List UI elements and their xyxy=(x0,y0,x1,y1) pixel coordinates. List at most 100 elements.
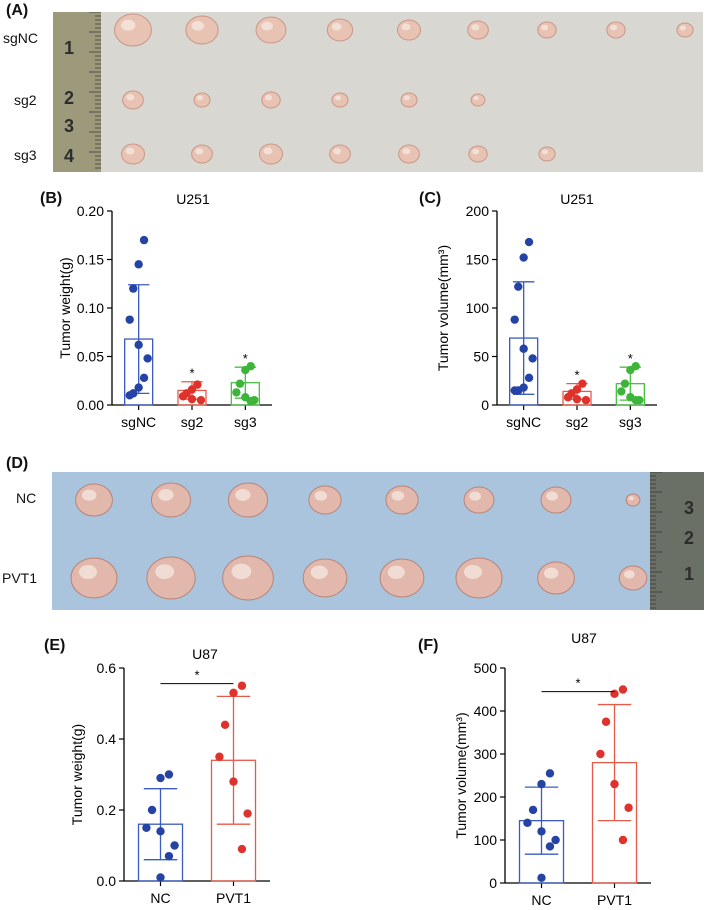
tumor-highlight xyxy=(469,491,481,501)
data-point xyxy=(143,354,152,363)
tumor-highlight xyxy=(464,565,482,579)
data-point xyxy=(147,805,157,815)
x-tick-label: NC xyxy=(150,890,170,906)
tumor-highlight xyxy=(235,488,251,501)
y-tick-label: 0.6 xyxy=(97,660,117,676)
panel-label-f: (F) xyxy=(418,637,439,654)
data-point xyxy=(232,388,241,397)
tumor-highlight xyxy=(546,491,558,501)
x-tick-label: PVT1 xyxy=(216,890,251,906)
y-tick-label: 100 xyxy=(474,832,498,848)
data-point xyxy=(545,769,555,778)
tumor-photo-u251: 1 2 3 4 xyxy=(53,11,703,172)
y-tick-label: 0 xyxy=(489,875,497,891)
tumor-highlight xyxy=(121,19,136,31)
y-axis-label: Tumor volume(mm³) xyxy=(453,712,469,838)
data-point xyxy=(601,717,611,726)
data-point xyxy=(572,394,582,404)
data-point xyxy=(237,844,247,854)
x-tick-label: sg3 xyxy=(619,414,642,430)
y-tick-label: 0.0 xyxy=(97,873,117,889)
data-point xyxy=(510,386,519,395)
data-point xyxy=(537,873,546,883)
y-axis-label: Tumor weight(g) xyxy=(57,257,73,358)
significance-star: * xyxy=(189,366,194,381)
data-point xyxy=(578,379,587,388)
tumor-highlight xyxy=(541,24,549,31)
data-point xyxy=(618,835,628,845)
data-point xyxy=(519,253,528,262)
tumor-highlight xyxy=(158,488,174,501)
data-point xyxy=(617,387,626,396)
data-point xyxy=(524,373,534,383)
significance-star: * xyxy=(574,368,579,383)
tumor-highlight xyxy=(261,21,273,31)
data-point xyxy=(596,749,605,759)
tumor-highlight xyxy=(679,25,687,31)
tumor-photo-u87: 3 2 1 xyxy=(52,471,704,610)
y-tick-label: 0.05 xyxy=(77,349,104,365)
tumor-highlight xyxy=(126,94,135,101)
ruler-number: 4 xyxy=(64,146,74,166)
y-tick-label: 0 xyxy=(481,397,489,413)
ruler-number: 2 xyxy=(64,88,74,108)
y-tick-label: 500 xyxy=(474,660,498,676)
ruler-number: 2 xyxy=(684,528,694,548)
y-axis-label: Tumor weight(g) xyxy=(69,724,85,825)
panel-label-d: (D) xyxy=(6,455,29,472)
ruler xyxy=(650,472,704,610)
data-point xyxy=(537,827,546,836)
x-tick-label: PVT1 xyxy=(597,892,632,908)
x-tick-label: sg3 xyxy=(234,414,257,430)
tumor-highlight xyxy=(265,94,273,101)
tumor-highlight xyxy=(471,24,480,31)
data-point xyxy=(626,365,635,375)
tumor-highlight xyxy=(610,24,618,31)
data-point xyxy=(129,284,138,293)
y-tick-label: 50 xyxy=(473,349,489,365)
tumor-highlight xyxy=(387,565,405,579)
data-point xyxy=(134,340,143,350)
tumor-highlight xyxy=(310,565,328,579)
chart-f: U87 Tumor volume(mm³) 0 100 200 300 400 500 NC PV… xyxy=(453,630,651,908)
tumor-highlight xyxy=(401,23,411,31)
x-tick-label: sg2 xyxy=(566,414,589,430)
data-point xyxy=(125,315,134,324)
data-point xyxy=(631,395,640,405)
chart-title: U87 xyxy=(571,630,597,646)
panel-label-a: (A) xyxy=(6,2,29,19)
x-tick-label: sgNC xyxy=(121,414,156,430)
data-point xyxy=(524,237,534,247)
row-label-sg2: sg2 xyxy=(14,92,37,108)
ruler-number: 1 xyxy=(64,38,74,58)
tumor-highlight xyxy=(79,565,97,579)
tumor-highlight xyxy=(231,563,252,580)
data-point xyxy=(618,685,628,694)
data-point xyxy=(187,394,197,404)
tumor-highlight xyxy=(334,95,342,101)
y-tick-label: 400 xyxy=(474,703,498,719)
data-point xyxy=(510,315,519,324)
tumor-highlight xyxy=(402,148,411,155)
data-point xyxy=(229,777,238,786)
photoD-svg: 3 2 1 xyxy=(52,471,704,610)
tumor-highlight xyxy=(544,567,559,579)
data-point xyxy=(620,379,630,388)
tumor-highlight xyxy=(155,564,175,580)
data-point xyxy=(514,282,523,291)
row-label-pvt1: PVT1 xyxy=(2,570,38,586)
data-point xyxy=(610,779,619,789)
ruler-number: 1 xyxy=(684,564,694,584)
data-point xyxy=(528,805,538,815)
tumor-highlight xyxy=(263,147,273,155)
tumor-highlight xyxy=(195,148,204,155)
significance-star: * xyxy=(628,351,633,366)
y-tick-label: 200 xyxy=(466,203,490,219)
tumor-highlight xyxy=(196,95,204,101)
data-point xyxy=(156,827,165,836)
tumor-highlight xyxy=(82,489,97,501)
data-point xyxy=(156,773,165,783)
tumor-highlight xyxy=(391,490,405,501)
data-point xyxy=(125,391,134,400)
